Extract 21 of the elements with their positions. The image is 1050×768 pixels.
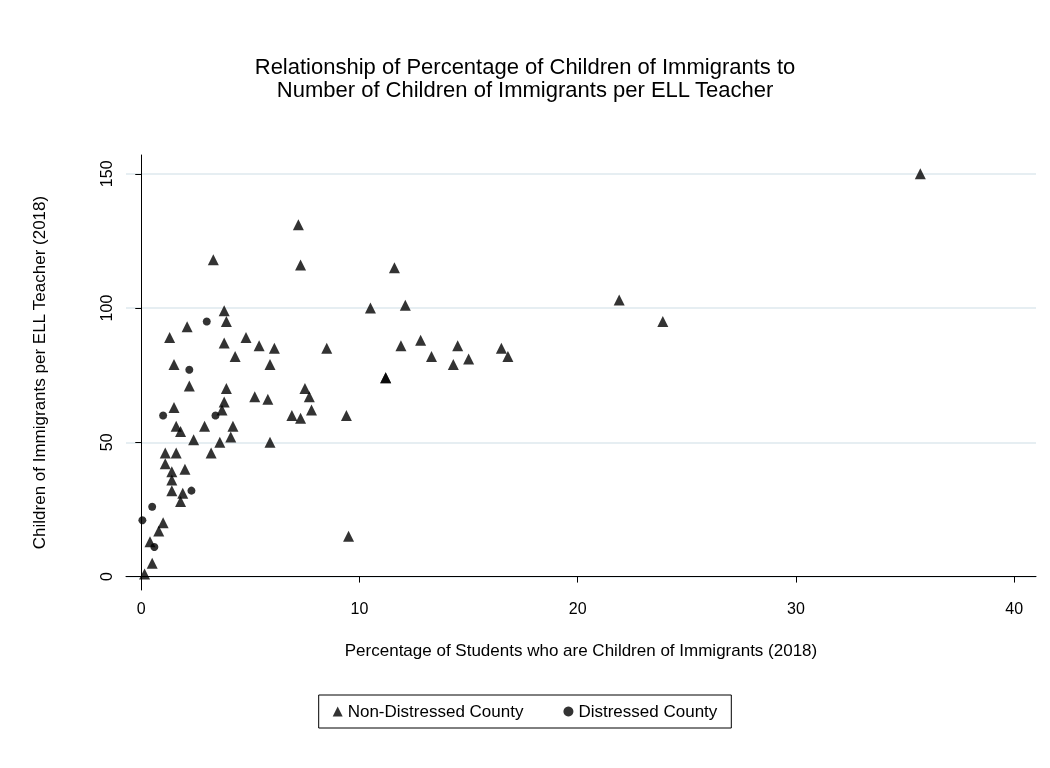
- legend-label: Non-Distressed County: [347, 702, 524, 721]
- point: [211, 411, 220, 420]
- x-tick-label: 10: [350, 599, 369, 617]
- x-tick-label: 20: [568, 599, 587, 617]
- chart-title: Relationship of Percentage of Children of Immigrants to Number of Children of Immigrants per ELL Teacher: [254, 54, 796, 102]
- y-tick-label: 100: [97, 294, 115, 322]
- point: [138, 516, 147, 525]
- y-tick-label: 0: [97, 572, 115, 582]
- x-tick-label: 40: [1005, 599, 1024, 617]
- y-axis-title: Children of Immigrants per ELL Teacher (2018): [30, 195, 49, 550]
- x-axis-title: Percentage of Students who are Children of Immigrants (2018): [344, 641, 818, 660]
- x-tick-label: 30: [787, 599, 805, 617]
- y-tick-label: 50: [97, 433, 115, 452]
- point: [187, 486, 196, 495]
- y-tick-label: 150: [97, 160, 115, 188]
- x-tick-label: 0: [136, 599, 146, 617]
- point: [159, 411, 168, 420]
- point: [185, 365, 194, 374]
- point: [202, 317, 211, 326]
- point: [148, 502, 157, 511]
- legend-label: Distressed County: [578, 702, 718, 721]
